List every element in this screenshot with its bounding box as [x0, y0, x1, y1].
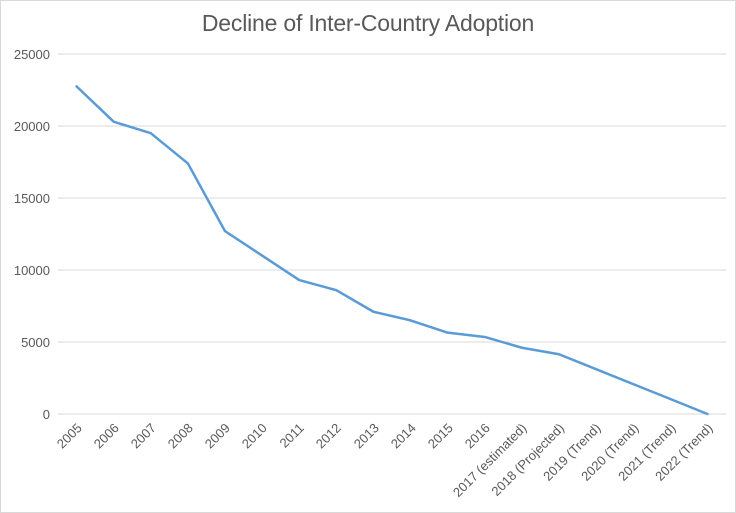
y-axis-tick-label: 10000	[13, 262, 50, 278]
data-series-line	[75, 85, 709, 416]
y-axis-tick-label: 15000	[13, 190, 50, 206]
y-axis-tick-label: 5000	[21, 334, 50, 350]
y-axis-tick-label: 25000	[13, 46, 50, 62]
chart-title: Decline of Inter-Country Adoption	[201, 10, 535, 36]
y-axis-tick-label: 20000	[13, 118, 50, 134]
y-axis-tick-label: 0	[42, 406, 50, 422]
